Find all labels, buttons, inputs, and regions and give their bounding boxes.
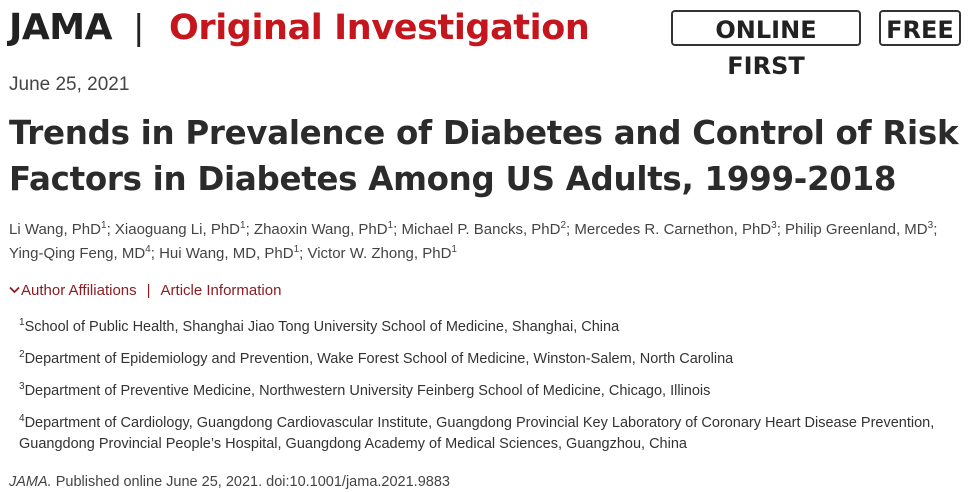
- journal-logo[interactable]: JAMA: [9, 7, 112, 48]
- author-name[interactable]: Ying-Qing Feng, MD: [9, 245, 146, 262]
- chevron-down-icon[interactable]: [9, 279, 21, 303]
- online-first-badge: ONLINE FIRST: [671, 10, 861, 80]
- author-affiliation-number: 3: [771, 220, 777, 231]
- author-affiliation-number: 2: [560, 220, 567, 231]
- affiliation-text: School of Public Health, Shanghai Jiao T…: [24, 319, 620, 335]
- article-information-link[interactable]: Article Information: [160, 282, 282, 299]
- author-name[interactable]: Zhaoxin Wang, PhD: [253, 221, 388, 238]
- article-links: Author Affiliations | Article Information: [9, 279, 281, 303]
- free-badge: FREE: [879, 10, 961, 46]
- author-name[interactable]: Michael P. Bancks, PhD: [401, 221, 561, 238]
- article-title: Trends in Prevalence of Diabetes and Con…: [9, 114, 959, 198]
- publication-date: June 25, 2021: [9, 74, 130, 95]
- author-affiliation-number: 3: [927, 220, 934, 231]
- author-affiliations-link[interactable]: Author Affiliations: [21, 282, 137, 299]
- citation-journal: JAMA.: [9, 474, 52, 490]
- author-name[interactable]: Li Wang, PhD: [9, 221, 101, 238]
- author-name[interactable]: Xiaoguang Li, PhD: [114, 221, 240, 238]
- author-list: Li Wang, PhD1; Xiaoguang Li, PhD1; Zhaox…: [9, 220, 938, 263]
- masthead: JAMA | Original Investigation ONLINE FIR…: [9, 6, 961, 80]
- links-separator: |: [146, 282, 151, 299]
- affiliation-item: 2Department of Epidemiology and Preventi…: [19, 349, 955, 370]
- author-affiliation-number: 1: [387, 220, 394, 231]
- affiliation-number: 2: [19, 349, 25, 361]
- affiliation-item: 1School of Public Health, Shanghai Jiao …: [19, 317, 955, 338]
- author-affiliation-number: 1: [240, 220, 246, 231]
- author-affiliation-number: 1: [101, 220, 107, 231]
- author-name[interactable]: Victor W. Zhong, PhD: [307, 245, 452, 262]
- affiliation-text: Department of Cardiology, Guangdong Card…: [19, 415, 935, 452]
- author-name[interactable]: Mercedes R. Carnethon, PhD: [574, 221, 772, 238]
- article-type: Original Investigation: [169, 8, 590, 48]
- author-name[interactable]: Philip Greenland, MD: [785, 221, 928, 238]
- citation: JAMA. Published online June 25, 2021. do…: [9, 472, 450, 492]
- author-affiliation-number: 4: [145, 244, 151, 255]
- affiliation-item: 3Department of Preventive Medicine, Nort…: [19, 381, 955, 402]
- affiliation-text: Department of Preventive Medicine, North…: [24, 383, 711, 399]
- author-affiliation-number: 1: [293, 244, 300, 255]
- affiliation-item: 4Department of Cardiology, Guangdong Car…: [19, 413, 955, 455]
- author-name[interactable]: Hui Wang, MD, PhD: [159, 245, 294, 262]
- masthead-separator: |: [133, 8, 145, 48]
- affiliation-number: 4: [19, 413, 25, 425]
- affiliation-number: 1: [19, 317, 25, 329]
- author-affiliation-number: 1: [451, 244, 457, 255]
- citation-text: Published online June 25, 2021. doi:10.1…: [51, 474, 450, 490]
- affiliation-text: Department of Epidemiology and Preventio…: [24, 351, 734, 367]
- affiliation-number: 3: [19, 381, 25, 393]
